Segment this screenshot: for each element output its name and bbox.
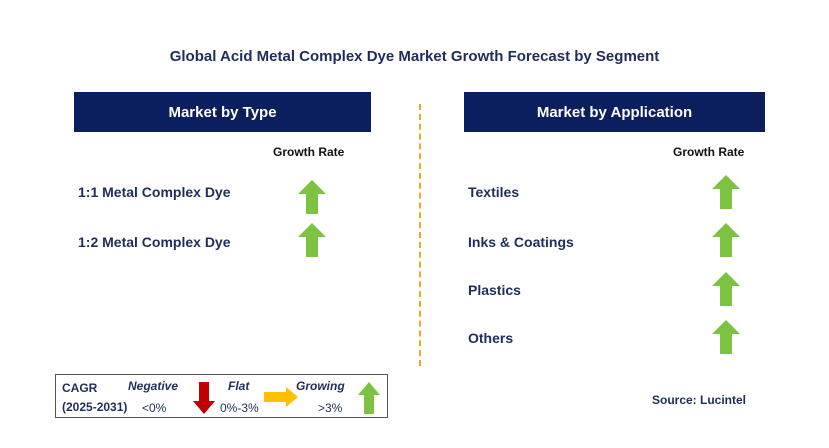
page-title: Global Acid Metal Complex Dye Market Gro…: [169, 48, 660, 65]
legend-flat-value: 0%-3%: [220, 401, 259, 415]
legend-growing-value: >3%: [318, 401, 343, 415]
growing-arrow-icon: [358, 382, 380, 414]
legend-negative-value: <0%: [142, 401, 167, 415]
source-label: Source: Lucintel: [652, 393, 747, 407]
negative-arrow-icon: [193, 382, 215, 414]
application-item-label: Plastics: [468, 282, 521, 298]
application-item-label: Others: [468, 330, 514, 346]
application-item-label: Textiles: [468, 184, 520, 200]
application-item-label: Inks & Coatings: [468, 234, 574, 250]
legend-flat-label: Flat: [228, 379, 250, 393]
type-panel-header: Market by Type: [74, 92, 371, 132]
panel-divider: [419, 104, 421, 366]
application-growth-rate-label: Growth Rate: [673, 145, 745, 159]
legend-negative-label: Negative: [128, 379, 179, 393]
growing-arrow-icon: [298, 223, 326, 257]
type-item-label: 1:1 Metal Complex Dye: [78, 184, 231, 200]
growing-arrow-icon: [712, 320, 740, 354]
growing-arrow-icon: [298, 180, 326, 214]
type-item-label: 1:2 Metal Complex Dye: [78, 234, 231, 250]
cagr-legend: CAGR (2025-2031) Negative <0% Flat 0%-3%…: [55, 374, 388, 418]
application-panel-header: Market by Application: [464, 92, 765, 132]
growing-arrow-icon: [712, 272, 740, 306]
growing-arrow-icon: [712, 223, 740, 257]
flat-arrow-icon: [264, 387, 298, 407]
legend-growing-label: Growing: [296, 379, 345, 393]
legend-period-label: (2025-2031): [62, 400, 128, 414]
growing-arrow-icon: [712, 175, 740, 209]
type-growth-rate-label: Growth Rate: [273, 145, 345, 159]
legend-cagr-label: CAGR: [62, 381, 98, 395]
